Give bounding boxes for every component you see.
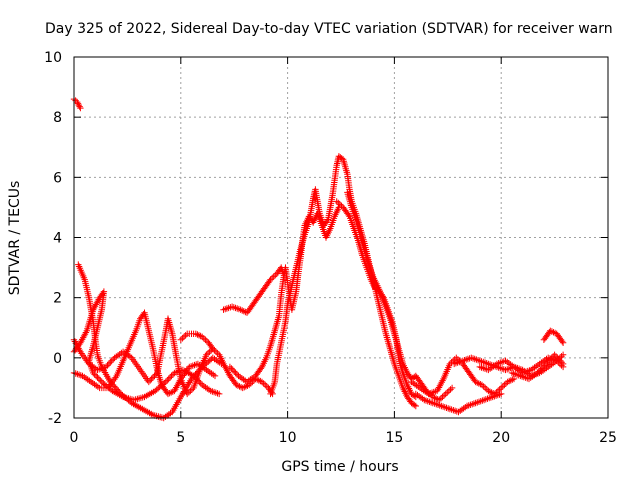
x-tick-label: 0 [70,430,79,446]
series-markers [408,354,518,398]
series-markers [540,327,567,346]
series-markers [70,95,84,112]
series-trace-13 [412,390,505,416]
y-tick-label: -2 [48,411,62,427]
x-tick-label: 20 [492,430,510,446]
x-tick-label: 25 [599,430,617,446]
y-axis-title: SDTVAR / TECUs [7,181,23,296]
series-trace-7 [220,264,287,316]
series-trace-16 [508,351,567,383]
series-markers [412,390,505,416]
tick-labels: 0 5 10 15 20 25 -2 0 2 4 6 8 10 [44,50,617,446]
chart-title: Day 325 of 2022, Sidereal Day-to-day VTE… [45,21,613,37]
y-tick-label: 4 [53,231,62,247]
y-tick-label: 10 [44,50,62,66]
series-markers [476,351,567,377]
y-tick-label: 8 [53,110,62,126]
series-markers [177,330,276,398]
x-axis-title: GPS time / hours [281,459,398,475]
x-tick-label: 10 [279,430,297,446]
x-tick-label: 15 [385,430,403,446]
data-series [70,95,567,422]
series-trace-6 [177,330,276,398]
axis-ticks [73,56,609,419]
y-tick-label: 2 [53,291,62,307]
series-markers [267,153,419,410]
y-tick-label: 6 [53,170,62,186]
x-tick-label: 5 [176,430,185,446]
series-trace-9 [267,153,419,410]
series-markers [220,264,287,316]
series-markers [508,351,567,383]
y-tick-label: 0 [53,351,62,367]
series-trace-12 [408,354,518,398]
series-trace-15 [476,351,567,377]
grid-lines [74,57,608,418]
series-trace-17 [540,327,567,346]
series-trace-1 [70,95,84,112]
